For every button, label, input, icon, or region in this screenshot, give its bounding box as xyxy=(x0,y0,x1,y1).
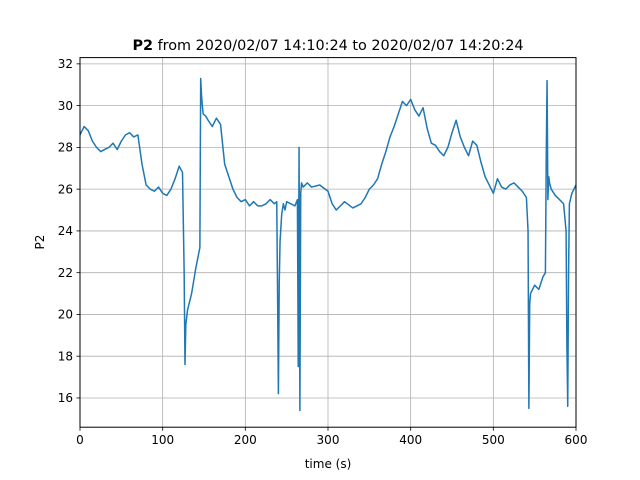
y-tick-label: 20 xyxy=(58,308,73,322)
y-tick-label: 22 xyxy=(58,266,73,280)
y-tick-label: 16 xyxy=(58,391,73,405)
grid-lines xyxy=(79,57,577,428)
x-axis-ticks: 0 100 200 300 400 500 600 xyxy=(76,427,587,447)
series-line xyxy=(79,77,577,412)
x-tick-label: 300 xyxy=(317,433,340,447)
plot-area xyxy=(79,77,577,412)
chart-title: P2 from 2020/02/07 14:10:24 to 2020/02/0… xyxy=(132,38,523,54)
chart-title-bold: P2 xyxy=(132,38,153,54)
y-axis-ticks: 16 18 20 22 24 26 28 30 32 xyxy=(58,57,80,405)
y-tick-label: 26 xyxy=(58,182,73,196)
y-axis-label: P2 xyxy=(33,235,47,250)
chart-title-rest: from 2020/02/07 14:10:24 to 2020/02/07 1… xyxy=(153,38,524,54)
y-tick-label: 18 xyxy=(58,349,73,363)
y-tick-label: 32 xyxy=(58,57,73,71)
y-tick-label: 24 xyxy=(58,224,73,238)
x-tick-label: 600 xyxy=(565,433,588,447)
x-tick-label: 400 xyxy=(399,433,422,447)
y-tick-label: 28 xyxy=(58,141,73,155)
x-tick-label: 0 xyxy=(76,433,84,447)
y-tick-label: 30 xyxy=(58,99,73,113)
x-tick-label: 100 xyxy=(151,433,174,447)
x-tick-label: 200 xyxy=(234,433,257,447)
x-tick-label: 500 xyxy=(482,433,505,447)
x-axis-label: time (s) xyxy=(305,457,352,471)
